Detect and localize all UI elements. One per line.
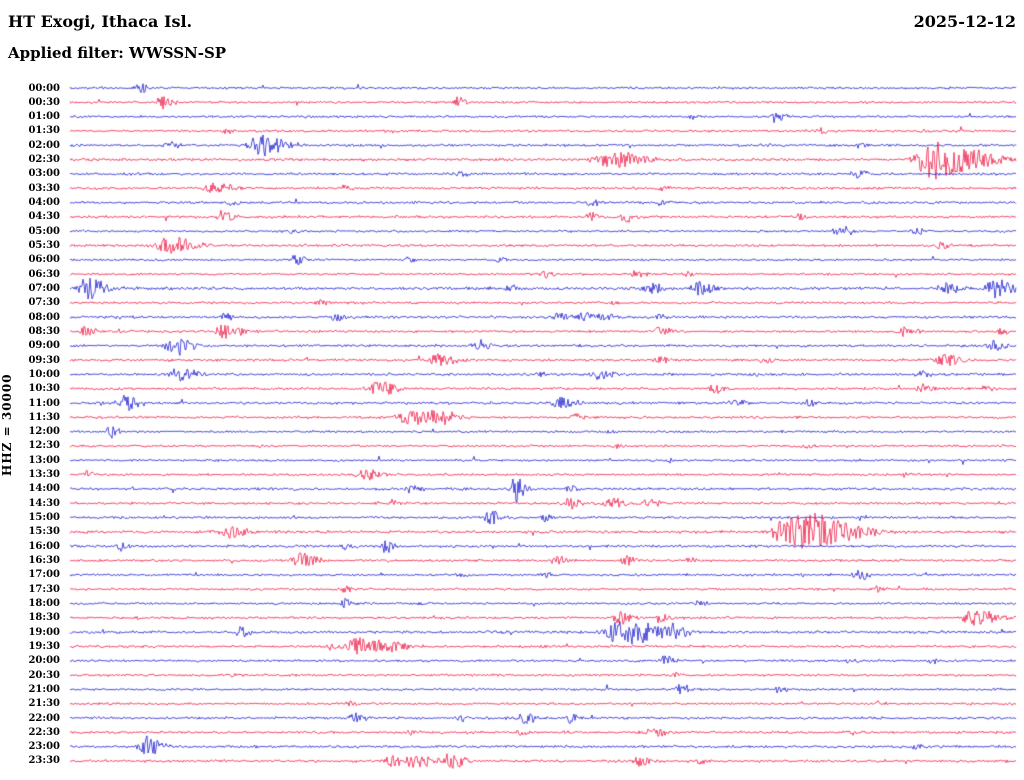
time-label: 15:00 (28, 512, 60, 524)
time-label: 01:00 (28, 111, 60, 123)
time-label: 07:30 (28, 297, 60, 309)
time-label: 11:30 (28, 411, 60, 423)
time-label: 03:30 (28, 182, 60, 194)
time-label: 13:00 (28, 454, 60, 466)
time-label: 05:00 (28, 225, 60, 237)
time-label: 20:00 (28, 655, 60, 667)
time-label: 02:30 (28, 154, 60, 166)
time-label: 23:00 (28, 741, 60, 753)
time-label: 22:30 (28, 726, 60, 738)
time-label: 04:30 (28, 211, 60, 223)
time-label: 09:30 (28, 354, 60, 366)
time-label: 10:00 (28, 368, 60, 380)
time-label: 17:00 (28, 569, 60, 581)
time-label: 21:30 (28, 698, 60, 710)
time-label: 10:30 (28, 383, 60, 395)
time-label: 08:30 (28, 325, 60, 337)
time-label: 00:30 (28, 96, 60, 108)
filter-label: Applied filter: WWSSN-SP (8, 44, 227, 62)
time-label: 18:30 (28, 612, 60, 624)
time-label: 12:00 (28, 426, 60, 438)
time-label: 19:00 (28, 626, 60, 638)
time-label: 06:00 (28, 254, 60, 266)
time-label: 17:30 (28, 583, 60, 595)
time-label: 14:00 (28, 483, 60, 495)
time-label: 18:00 (28, 597, 60, 609)
time-label: 21:00 (28, 683, 60, 695)
time-label: 06:30 (28, 268, 60, 280)
date-label: 2025-12-12 (913, 12, 1016, 31)
time-label: 22:00 (28, 712, 60, 724)
time-label: 04:00 (28, 197, 60, 209)
time-label: 11:00 (28, 397, 60, 409)
time-label: 15:30 (28, 526, 60, 538)
time-label: 14:30 (28, 497, 60, 509)
time-label: 13:30 (28, 469, 60, 481)
time-label: 19:30 (28, 640, 60, 652)
time-label: 23:30 (28, 755, 60, 767)
time-label: 12:30 (28, 440, 60, 452)
time-label: 08:00 (28, 311, 60, 323)
time-label: 20:30 (28, 669, 60, 681)
station-title: HT Exogi, Ithaca Isl. (8, 12, 193, 31)
time-label: 00:00 (28, 82, 60, 94)
time-label: 02:00 (28, 139, 60, 151)
time-label: 01:30 (28, 125, 60, 137)
time-label: 09:00 (28, 340, 60, 352)
time-label: 07:00 (28, 282, 60, 294)
time-label: 16:30 (28, 555, 60, 567)
time-label: 05:30 (28, 240, 60, 251)
time-label: 16:00 (28, 540, 60, 552)
time-label: 03:00 (28, 168, 60, 180)
